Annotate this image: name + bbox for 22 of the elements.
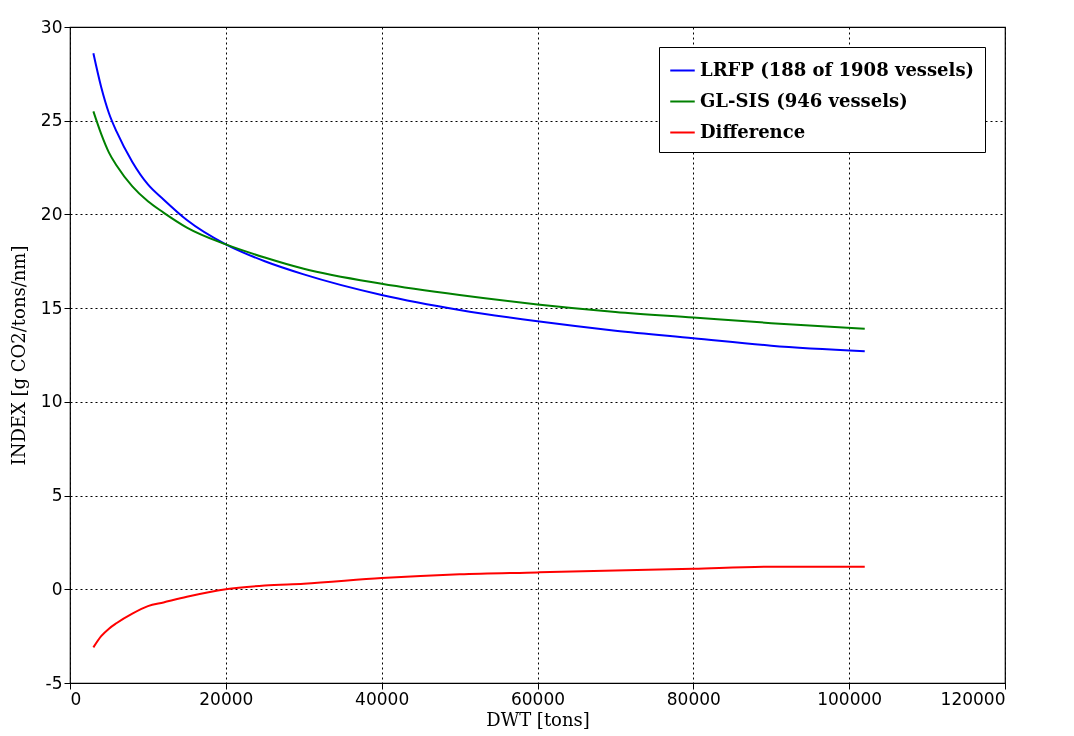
x-tick-label: 60000 xyxy=(510,688,566,709)
y-tick-label: 20 xyxy=(40,203,63,224)
line-series xyxy=(92,110,866,330)
legend-label: GL-SIS (946 vessels) xyxy=(700,89,908,111)
y-tick-label: 30 xyxy=(40,16,63,37)
x-tick-label: 0 xyxy=(70,688,82,709)
y-tick-label: 15 xyxy=(40,297,63,318)
y-tick-label: 5 xyxy=(51,485,63,506)
line-series xyxy=(92,565,866,649)
x-tick-label: 120000 xyxy=(940,688,1006,709)
y-axis-title: INDEX [g CO2/tons/nm] xyxy=(7,245,29,466)
legend-label: LRFP (188 of 1908 vessels) xyxy=(700,58,975,80)
y-tick-label: 25 xyxy=(40,110,63,131)
x-tick-label: 40000 xyxy=(355,688,410,709)
y-tick-label: 0 xyxy=(51,578,63,599)
y-tick-label: 10 xyxy=(40,391,63,412)
legend-label: Difference xyxy=(700,120,806,142)
x-tick-label: 20000 xyxy=(199,688,254,709)
x-tick-label: 100000 xyxy=(817,688,883,709)
x-tick-label: 80000 xyxy=(666,688,721,709)
y-tick-label: -5 xyxy=(45,672,63,693)
x-axis-title: DWT [tons] xyxy=(486,708,590,730)
